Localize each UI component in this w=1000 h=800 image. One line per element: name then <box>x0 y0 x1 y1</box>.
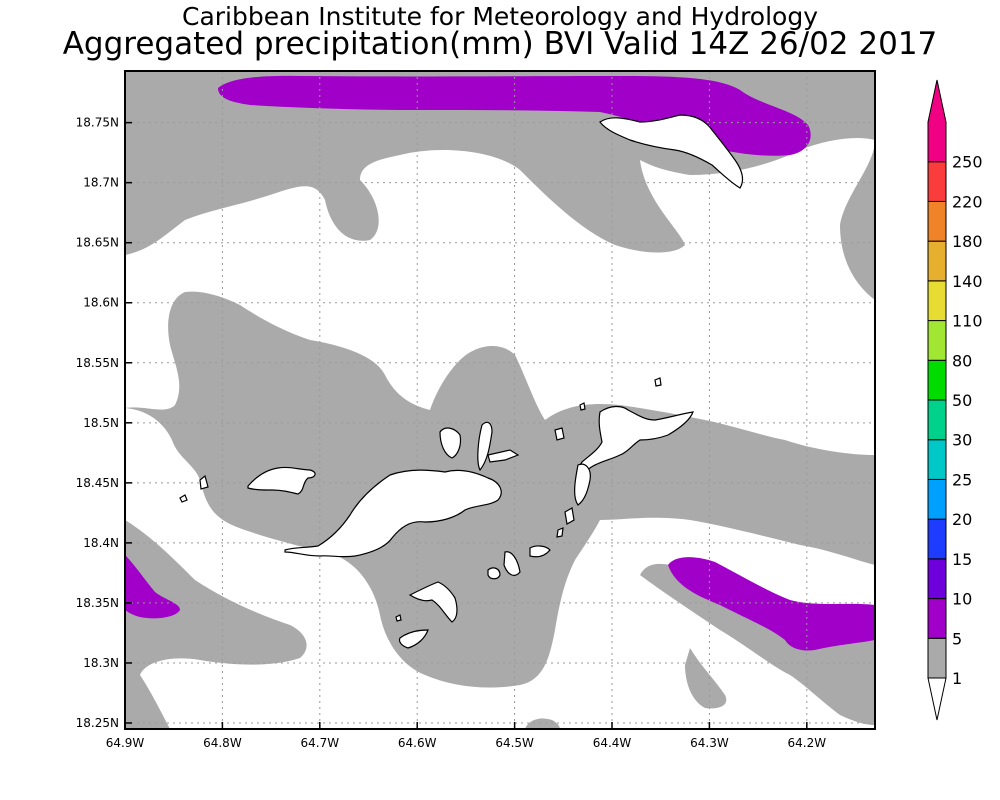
island-salt <box>556 527 564 538</box>
colorbar-segment <box>927 518 947 560</box>
colorbar-label: 110 <box>952 312 983 331</box>
colorbar-segment <box>927 200 947 242</box>
island-norman <box>487 567 501 580</box>
y-tick-label: 18.4N <box>83 536 119 550</box>
colorbar-label: 250 <box>952 153 983 172</box>
island-sandy-cay <box>487 449 520 463</box>
colorbar-segment <box>927 399 947 441</box>
island-ginger <box>574 463 591 506</box>
y-tick-label: 18.5N <box>83 416 119 430</box>
island-peter <box>529 545 551 558</box>
colorbar-segment <box>927 280 947 322</box>
precip-region-1-5-southwest <box>125 520 307 729</box>
colorbar-segment <box>927 240 947 282</box>
colorbar-label: 25 <box>952 470 972 489</box>
island-tiny-south <box>395 614 402 622</box>
map-frame <box>124 70 876 730</box>
colorbar-segment <box>927 439 947 480</box>
colorbar-segment <box>927 359 947 401</box>
map-grid <box>125 71 875 729</box>
island-little-jost <box>477 421 493 472</box>
colorbar-label: 140 <box>952 272 983 291</box>
precip-region-5-10-east <box>668 557 875 651</box>
island-necker <box>654 377 662 387</box>
colorbar-segment <box>927 558 947 600</box>
colorbar-label: 180 <box>952 232 983 251</box>
title-line-1: Caribbean Institute for Meteorology and … <box>182 2 818 31</box>
island-small-south <box>398 629 429 649</box>
x-tick-label: 64.3W <box>690 736 729 750</box>
y-tick-label: 18.45N <box>76 476 119 490</box>
colorbar-label: 5 <box>952 629 962 648</box>
island-tiny-west <box>179 494 188 503</box>
precip-region-1-5-southeast <box>640 563 875 725</box>
colorbar-label: 10 <box>952 590 972 609</box>
precip-region-1-5-bottom <box>525 718 560 729</box>
y-tick-label: 18.75N <box>76 116 119 130</box>
x-tick-label: 64.8W <box>203 736 242 750</box>
island-prickly-pear <box>579 402 586 411</box>
island-st-thomas <box>247 466 316 495</box>
island-anegada <box>599 114 744 189</box>
colorbar-label: 20 <box>952 510 972 529</box>
island-dead-chest <box>503 551 521 576</box>
colorbar-min-triangle <box>927 677 947 721</box>
colorbar-segment <box>927 320 947 361</box>
x-tick-label: 64.6W <box>398 736 437 750</box>
colorbar-label: 220 <box>952 192 983 211</box>
island-guana <box>554 427 565 441</box>
y-tick-label: 18.55N <box>76 356 119 370</box>
colorbar-label: 30 <box>952 431 972 450</box>
y-tick-label: 18.7N <box>83 176 119 190</box>
island-virgin-gorda <box>579 405 694 471</box>
colorbar-label: 15 <box>952 550 972 569</box>
colorbar-segment <box>927 161 947 202</box>
colorbar-label: 1 <box>952 669 962 688</box>
island-west-cay <box>199 474 209 490</box>
islands <box>179 114 744 649</box>
x-tick-label: 64.4W <box>593 736 632 750</box>
x-tick-label: 64.7W <box>301 736 340 750</box>
x-tick-label: 64.9W <box>106 736 145 750</box>
precip-region-5-10-north <box>218 75 811 156</box>
colorbar-segment <box>927 598 947 639</box>
x-tick-label: 64.2W <box>788 736 827 750</box>
y-tick-label: 18.25N <box>76 716 119 730</box>
y-tick-label: 18.3N <box>83 656 119 670</box>
island-jost-van-dyke <box>439 427 462 459</box>
colorbar-segment <box>927 478 947 520</box>
y-axis: 18.75N 18.7N 18.65N 18.6N 18.55N 18.5N 18.45N 1… <box>76 116 132 730</box>
y-tick-label: 18.6N <box>83 296 119 310</box>
colorbar-label: 50 <box>952 391 972 410</box>
colorbar-max-triangle <box>927 79 947 163</box>
colorbar-label: 80 <box>952 351 972 370</box>
colorbar-segment <box>927 637 947 679</box>
x-axis: 64.9W 64.8W 64.7W 64.6W 64.5W 64.4W 64.3W 64.2W <box>106 722 827 750</box>
island-st-john <box>284 469 502 558</box>
y-tick-label: 18.35N <box>76 596 119 610</box>
precip-field <box>125 71 875 729</box>
island-flanagan <box>408 581 458 623</box>
y-tick-label: 18.65N <box>76 236 119 250</box>
title-line-2: Aggregated precipitation(mm) BVI Valid 1… <box>62 26 938 62</box>
island-cooper <box>564 507 575 525</box>
x-tick-label: 64.5W <box>495 736 534 750</box>
